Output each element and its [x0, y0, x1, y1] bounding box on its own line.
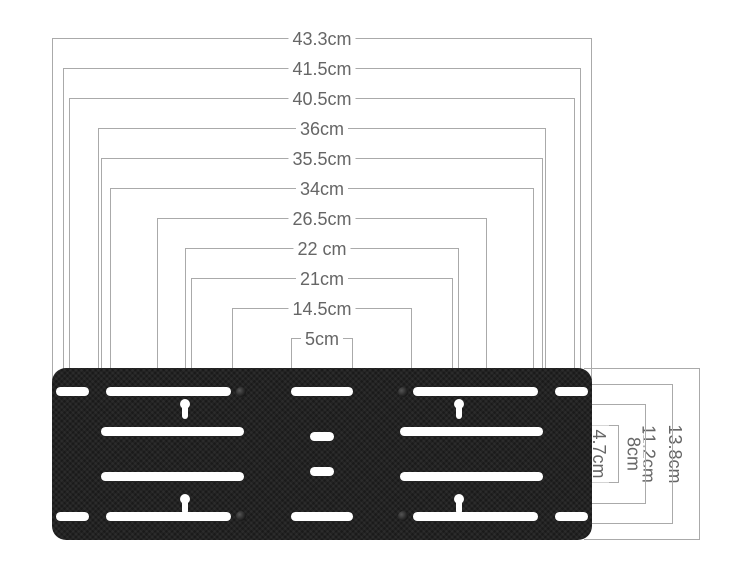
- plate-slot: [101, 427, 244, 436]
- screw-dot: [236, 387, 246, 397]
- width-bracket-label: 34cm: [296, 179, 348, 200]
- plate-slot: [56, 512, 88, 521]
- plate-slot: [413, 512, 538, 521]
- plate-slot: [310, 432, 335, 441]
- width-bracket-label: 35.5cm: [288, 149, 355, 170]
- width-bracket-label: 22 cm: [293, 239, 350, 260]
- height-bracket-label: 8cm: [622, 433, 643, 475]
- plate-slot: [106, 387, 231, 396]
- width-bracket-label: 14.5cm: [288, 299, 355, 320]
- plate-slot: [310, 467, 335, 476]
- plate-slot: [555, 512, 587, 521]
- width-bracket-label: 5cm: [301, 329, 343, 350]
- plate-slot: [56, 387, 88, 396]
- dimension-diagram: 43.3cm 41.5cm 40.5cm 36cm 35.5cm 34cm 26.5cm 22…: [0, 0, 750, 573]
- plate-slot: [413, 387, 538, 396]
- plate-slot: [400, 472, 543, 481]
- plate-slot: [400, 427, 543, 436]
- plate-slot: [555, 387, 587, 396]
- screw-dot: [398, 387, 408, 397]
- plate-slot: [291, 512, 353, 521]
- width-bracket-label: 43.3cm: [288, 29, 355, 50]
- width-bracket-label: 21cm: [296, 269, 348, 290]
- width-bracket-label: 41.5cm: [288, 59, 355, 80]
- width-bracket-label: 36cm: [296, 119, 348, 140]
- keyhole: [452, 494, 466, 514]
- mounting-plate: [52, 368, 592, 540]
- width-bracket-label: 40.5cm: [288, 89, 355, 110]
- plate-slot: [106, 512, 231, 521]
- width-bracket-label: 26.5cm: [288, 209, 355, 230]
- keyhole: [178, 399, 192, 419]
- plate-slot: [291, 387, 353, 396]
- keyhole: [452, 399, 466, 419]
- keyhole: [178, 494, 192, 514]
- plate-slot: [101, 472, 244, 481]
